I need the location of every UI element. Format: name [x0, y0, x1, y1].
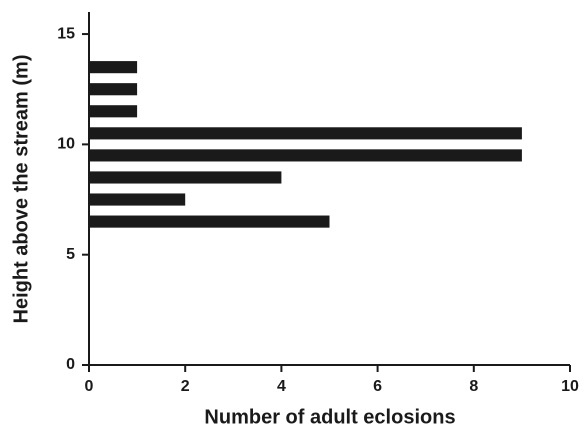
y-tick-label: 10	[57, 136, 75, 153]
x-tick-label: 10	[561, 378, 579, 395]
bar	[89, 149, 522, 162]
y-tick-label: 5	[66, 246, 75, 263]
bar	[89, 61, 138, 74]
x-tick-label: 8	[469, 378, 478, 395]
y-tick-label: 0	[66, 356, 75, 373]
y-axis-title: Height above the stream (m)	[10, 55, 32, 324]
x-tick-label: 0	[85, 378, 94, 395]
bar	[89, 215, 330, 228]
x-axis-title: Number of adult eclosions	[204, 406, 455, 428]
y-tick-label: 15	[57, 25, 75, 42]
bar	[89, 193, 186, 206]
bar	[89, 171, 282, 184]
bar	[89, 127, 522, 140]
x-tick-label: 6	[373, 378, 382, 395]
bar	[89, 83, 138, 96]
x-tick-label: 4	[277, 378, 286, 395]
x-tick-label: 2	[181, 378, 190, 395]
bar	[89, 105, 138, 118]
